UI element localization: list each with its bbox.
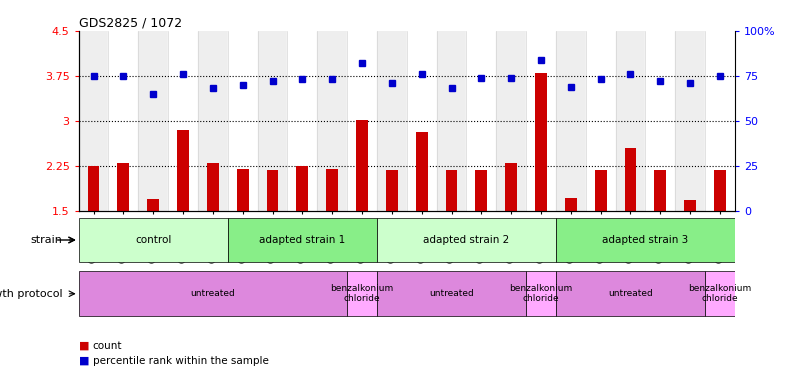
Text: ■: ■ [79, 356, 89, 366]
Bar [79, 217, 228, 263]
Bar [198, 31, 228, 211]
Bar [466, 31, 496, 211]
Bar [87, 166, 100, 211]
Bar [565, 198, 577, 211]
Bar [377, 31, 407, 211]
Text: percentile rank within the sample: percentile rank within the sample [93, 356, 269, 366]
Bar [714, 170, 726, 211]
Bar [117, 163, 130, 211]
Bar [615, 31, 645, 211]
Bar [108, 31, 138, 211]
Bar [377, 217, 556, 263]
Text: growth protocol: growth protocol [0, 289, 62, 299]
Bar [675, 31, 705, 211]
Bar [446, 170, 457, 211]
Bar [318, 31, 347, 211]
Bar [556, 217, 735, 263]
Bar [147, 199, 159, 211]
Bar [386, 170, 398, 211]
Bar [595, 170, 607, 211]
Bar [377, 271, 526, 316]
Bar [79, 271, 347, 316]
Text: strain: strain [31, 235, 62, 245]
Bar [526, 271, 556, 316]
Bar [416, 132, 428, 211]
Text: control: control [135, 235, 171, 245]
Bar [228, 31, 258, 211]
Bar [556, 31, 586, 211]
Text: ■: ■ [79, 341, 89, 351]
Bar [347, 271, 377, 316]
Bar [526, 31, 556, 211]
Bar [476, 170, 487, 211]
Bar [237, 169, 248, 211]
Bar [505, 163, 517, 211]
Bar [347, 31, 377, 211]
Text: untreated: untreated [608, 289, 653, 298]
Bar [556, 271, 705, 316]
Bar [705, 271, 735, 316]
Bar [228, 217, 377, 263]
Bar [288, 31, 318, 211]
Bar [79, 31, 108, 211]
Bar [407, 31, 436, 211]
Bar [138, 31, 168, 211]
Bar [705, 31, 735, 211]
Text: GDS2825 / 1072: GDS2825 / 1072 [79, 17, 182, 30]
Text: untreated: untreated [190, 289, 235, 298]
Bar [535, 73, 547, 211]
Bar [684, 200, 696, 211]
Bar [258, 31, 288, 211]
Bar [586, 31, 615, 211]
Bar [645, 31, 675, 211]
Text: benzalkonium
chloride: benzalkonium chloride [689, 284, 751, 303]
Bar [177, 130, 189, 211]
Text: count: count [93, 341, 123, 351]
Text: benzalkonium
chloride: benzalkonium chloride [509, 284, 573, 303]
Bar [356, 120, 368, 211]
Text: benzalkonium
chloride: benzalkonium chloride [330, 284, 394, 303]
Bar [296, 166, 308, 211]
Text: adapted strain 2: adapted strain 2 [424, 235, 509, 245]
Text: adapted strain 3: adapted strain 3 [602, 235, 689, 245]
Bar [326, 169, 338, 211]
Bar [436, 31, 466, 211]
Bar [266, 170, 278, 211]
Bar [625, 148, 637, 211]
Text: adapted strain 1: adapted strain 1 [259, 235, 346, 245]
Bar [655, 170, 667, 211]
Bar [168, 31, 198, 211]
Text: untreated: untreated [429, 289, 474, 298]
Bar [496, 31, 526, 211]
Bar [207, 163, 219, 211]
